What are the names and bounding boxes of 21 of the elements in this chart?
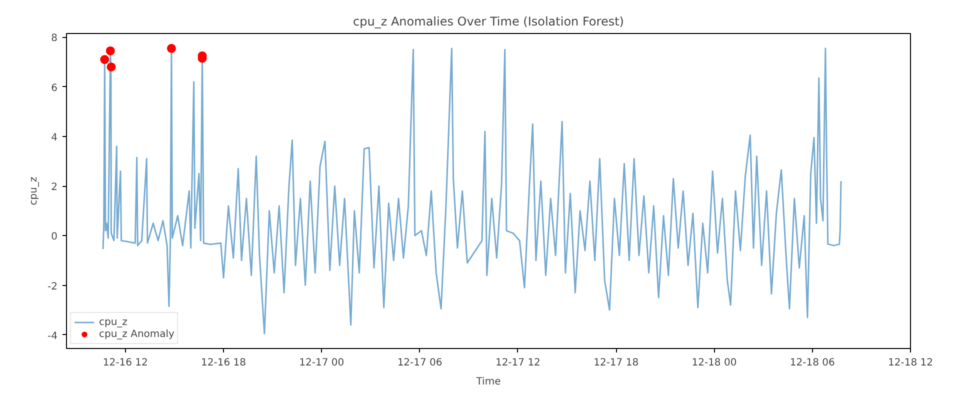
- x-tick-label: 12-18 12: [888, 358, 933, 368]
- y-tick-label: -4: [48, 330, 58, 342]
- y-tick-label: -2: [48, 281, 58, 292]
- x-tick-label: 12-18 00: [692, 358, 737, 368]
- x-tick-label: 12-17 18: [594, 358, 639, 368]
- y-tick-label: 2: [51, 182, 58, 194]
- legend-label: cpu_z: [99, 316, 128, 328]
- y-tick-label: 0: [51, 232, 58, 243]
- x-tick-label: 12-16 18: [201, 358, 246, 368]
- x-tick-label: 12-17 06: [397, 358, 442, 368]
- x-tick-label: 12-17 00: [299, 358, 344, 368]
- chart-title: cpu_z Anomalies Over Time (Isolation Forest): [353, 14, 624, 28]
- x-axis-title: Time: [475, 376, 501, 388]
- y-tick-label: 4: [51, 132, 58, 144]
- x-tick-label: 12-16 12: [102, 358, 148, 368]
- legend-label: cpu_z Anomaly: [99, 328, 174, 340]
- y-tick-label: 6: [51, 82, 58, 94]
- y-axis-title: cpu_z: [28, 176, 40, 206]
- y-tick-label: 8: [51, 33, 58, 44]
- x-tick-label: 12-17 12: [495, 358, 540, 368]
- x-tick-label: 12-18 06: [790, 358, 835, 368]
